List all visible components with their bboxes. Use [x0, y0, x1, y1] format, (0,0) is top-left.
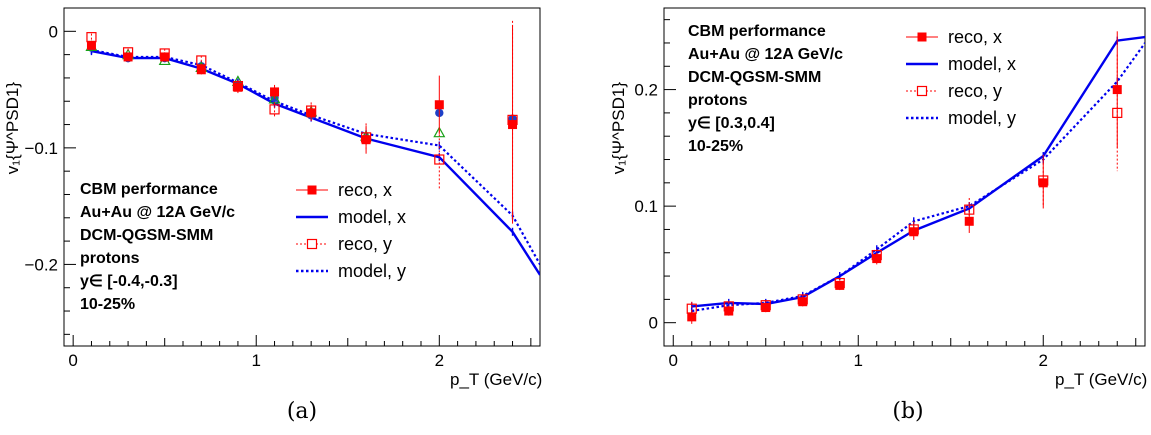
- legend-label: model, y: [948, 108, 1016, 128]
- data-point-reco-y: [834, 277, 845, 289]
- data-point-reco-y: [797, 294, 808, 305]
- annotation-line: 10-25%: [688, 138, 743, 155]
- x-tick-label: 2: [1039, 351, 1048, 370]
- data-point-reco-y: [908, 224, 919, 235]
- data-point-reco-y: [196, 55, 207, 66]
- x-tick-label: 0: [669, 351, 678, 370]
- data-point-reco-y: [1112, 107, 1123, 118]
- x-tick-label: 2: [435, 351, 444, 370]
- annotation-line: DCM-QGSM-SMM: [688, 69, 821, 86]
- y-axis-label: v₁{Ψ^PSD1}: [609, 82, 628, 175]
- legend-label: reco, x: [338, 180, 392, 200]
- data-point-reco-x: [964, 216, 974, 226]
- annotation-line: 10-25%: [80, 296, 135, 313]
- data-point-reco-x: [909, 227, 919, 237]
- data-point-reco-y: [1038, 175, 1049, 186]
- data-point-reco-y: [232, 80, 244, 92]
- legend-swatch-marker: [916, 85, 928, 97]
- annotation-line: Au+Au @ 12A GeV/c: [80, 204, 235, 221]
- y-axis-label: v₁{Ψ^PSD1}: [3, 82, 22, 175]
- data-point-reco-y: [760, 300, 771, 311]
- data-point-reco-x: [196, 65, 206, 75]
- x-tick-label: 1: [251, 351, 260, 370]
- data-point-reco-x: [434, 100, 444, 110]
- data-point-reco-y: [159, 48, 170, 59]
- series-line-modely: [691, 42, 1145, 313]
- legend-label: model, x: [948, 54, 1016, 74]
- data-point-reco-y: [269, 104, 280, 115]
- data-point-triangle: [433, 126, 446, 138]
- data-point-reco-y: [434, 154, 445, 165]
- legend-label: reco, y: [948, 81, 1002, 101]
- data-point-reco-y: [964, 204, 975, 215]
- legend-swatch-marker: [306, 238, 318, 250]
- series-line-modely: [91, 48, 540, 265]
- data-point-reco-y: [86, 32, 97, 43]
- panel-b: 0 1 2 0 0.1 0.2 v₁{Ψ^PSD1} p_T (GeV/c) (b) CBM pe…: [609, 7, 1147, 424]
- data-point-reco-x: [1038, 178, 1048, 188]
- plot-frame: [63, 7, 541, 347]
- data-point-reco-x: [835, 280, 845, 290]
- data-point-reco-x: [233, 82, 243, 92]
- plot-area: [85, 20, 540, 276]
- data-point-reco-x: [306, 108, 316, 118]
- x-axis-label: p_T (GeV/c): [1055, 370, 1147, 389]
- annotation-line: protons: [688, 92, 748, 109]
- panel-a: 0 1 2 0 −0.1 −0.2 v₁{Ψ^PSD1} p_T (GeV/c) (a) CBM …: [3, 7, 542, 424]
- data-point-reco-x: [1112, 85, 1122, 95]
- legend-swatch-marker: [307, 185, 317, 195]
- data-point-reco-x: [798, 297, 808, 307]
- legend-label: model, y: [338, 261, 406, 281]
- annotation-line: Au+Au @ 12A GeV/c: [688, 46, 843, 63]
- y-tick-label: 0.1: [634, 197, 658, 216]
- x-axis-label: p_T (GeV/c): [450, 370, 542, 389]
- legend-label: reco, x: [948, 27, 1002, 47]
- panel-caption: (a): [287, 399, 317, 424]
- data-point-reco-x: [761, 303, 771, 313]
- annotation-line: y∈ [0.3,0.4]: [688, 115, 775, 132]
- data-point-reco-y: [686, 303, 697, 314]
- data-point-reco-y: [360, 132, 372, 143]
- plot-frame: [663, 7, 1146, 347]
- data-point-reco-x: [270, 87, 280, 97]
- y-tick-label: −0.1: [24, 139, 58, 158]
- data-point-reco-y: [306, 105, 317, 116]
- data-point-reco-y: [507, 114, 518, 125]
- data-point-reco-y: [723, 301, 734, 312]
- y-tick-label: 0: [649, 314, 658, 333]
- x-tick-label: 0: [68, 351, 77, 370]
- y-tick-label: −0.2: [24, 255, 58, 274]
- panel-caption: (b): [892, 399, 923, 424]
- legend-label: model, x: [338, 207, 406, 227]
- legend-label: reco, y: [338, 234, 392, 254]
- data-point-reco-y: [122, 47, 134, 58]
- y-tick-label: 0.2: [634, 81, 658, 100]
- data-point-reco-x: [86, 40, 96, 50]
- annotation-line: y∈ [-0.4,-0.3]: [80, 273, 178, 290]
- annotation-line: CBM performance: [688, 23, 826, 40]
- annotation-line: protons: [80, 250, 140, 267]
- annotation-line: CBM performance: [80, 181, 218, 198]
- y-tick-label: 0: [49, 22, 58, 41]
- plot-area: [686, 31, 1145, 324]
- x-tick-label: 1: [854, 351, 863, 370]
- annotation-line: DCM-QGSM-SMM: [80, 227, 213, 244]
- data-point-reco-x: [687, 312, 697, 322]
- data-point-reco-y: [871, 249, 882, 261]
- legend-swatch-marker: [917, 32, 927, 42]
